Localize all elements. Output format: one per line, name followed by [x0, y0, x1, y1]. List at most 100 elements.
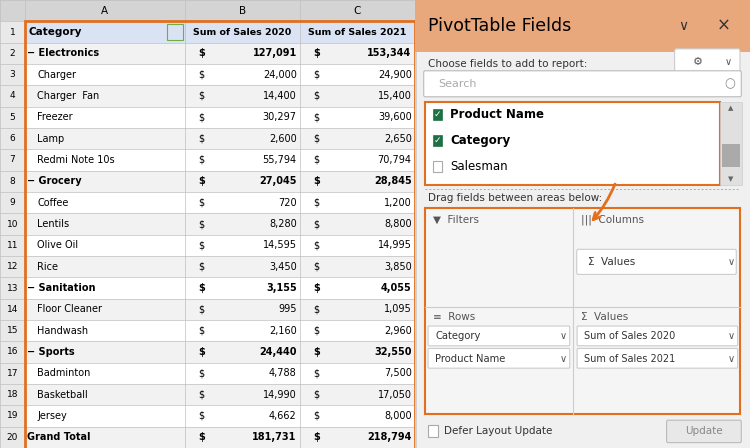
Text: ∨: ∨: [560, 332, 567, 341]
Text: Σ  Values: Σ Values: [588, 257, 635, 267]
Text: 39,600: 39,600: [378, 112, 412, 122]
Text: 55,794: 55,794: [262, 155, 297, 165]
Bar: [184, 64, 300, 85]
FancyBboxPatch shape: [424, 71, 741, 97]
Text: $: $: [314, 134, 320, 144]
Bar: [25, 341, 184, 363]
Text: 2: 2: [10, 49, 15, 58]
Text: 4,662: 4,662: [269, 411, 297, 421]
Text: $: $: [198, 240, 204, 250]
Text: |||  Columns: ||| Columns: [581, 214, 644, 225]
Text: 1: 1: [10, 27, 15, 36]
Text: 24,000: 24,000: [262, 70, 297, 80]
Text: Lentils: Lentils: [38, 219, 70, 229]
Bar: [184, 192, 300, 213]
Bar: [0, 85, 25, 107]
Bar: [25, 107, 184, 128]
Text: $: $: [198, 70, 204, 80]
Text: ×: ×: [716, 17, 730, 35]
Bar: [25, 405, 184, 426]
Bar: [425, 208, 740, 414]
Text: ✓: ✓: [433, 136, 441, 145]
Text: 181,731: 181,731: [252, 432, 297, 442]
Text: 8,280: 8,280: [269, 219, 297, 229]
Bar: [25, 299, 184, 320]
Text: Product Name: Product Name: [435, 354, 506, 364]
Bar: [300, 107, 415, 128]
Bar: [720, 102, 742, 185]
Text: 2,960: 2,960: [384, 326, 412, 336]
Bar: [0, 405, 25, 426]
Text: 20: 20: [7, 433, 18, 442]
Text: $: $: [198, 390, 204, 400]
Text: Jersey: Jersey: [38, 411, 67, 421]
Bar: [722, 144, 740, 167]
Bar: [25, 128, 184, 149]
Text: 11: 11: [7, 241, 18, 250]
Text: − Grocery: − Grocery: [27, 177, 82, 186]
Bar: [25, 149, 184, 171]
Text: $: $: [198, 368, 204, 378]
Bar: [300, 128, 415, 149]
Bar: [433, 134, 442, 146]
Text: 2,600: 2,600: [269, 134, 297, 144]
Text: 18: 18: [7, 390, 18, 399]
Text: Salesman: Salesman: [450, 159, 508, 173]
FancyBboxPatch shape: [667, 420, 741, 443]
Text: Sum of Sales 2020: Sum of Sales 2020: [584, 332, 675, 341]
Bar: [25, 277, 184, 299]
Bar: [25, 320, 184, 341]
Text: Grand Total: Grand Total: [27, 432, 91, 442]
Bar: [300, 192, 415, 213]
Bar: [184, 128, 300, 149]
Text: Sum of Sales 2021: Sum of Sales 2021: [308, 27, 407, 36]
Text: ▼: ▼: [172, 30, 178, 34]
Text: $: $: [198, 219, 204, 229]
Text: Category: Category: [450, 134, 511, 147]
Bar: [415, 0, 750, 52]
Text: ▼  Filters: ▼ Filters: [433, 215, 479, 224]
Text: B: B: [238, 6, 246, 16]
Bar: [0, 235, 25, 256]
Text: 3: 3: [10, 70, 15, 79]
Text: ▼: ▼: [728, 176, 734, 182]
Bar: [184, 0, 300, 22]
Text: 4,055: 4,055: [381, 283, 412, 293]
Text: $: $: [198, 134, 204, 144]
Bar: [184, 405, 300, 426]
Text: Category: Category: [435, 332, 481, 341]
Text: 720: 720: [278, 198, 297, 208]
Bar: [300, 22, 415, 43]
Text: 127,091: 127,091: [253, 48, 297, 58]
Text: Sum of Sales 2021: Sum of Sales 2021: [584, 354, 675, 364]
FancyBboxPatch shape: [577, 349, 737, 368]
Bar: [0, 128, 25, 149]
Bar: [300, 363, 415, 384]
Bar: [428, 425, 438, 437]
Text: $: $: [314, 411, 320, 421]
Bar: [184, 426, 300, 448]
Bar: [25, 0, 184, 22]
Text: $: $: [314, 240, 320, 250]
Text: 14,400: 14,400: [263, 91, 297, 101]
Text: 19: 19: [7, 412, 18, 421]
Bar: [300, 0, 415, 22]
Bar: [25, 363, 184, 384]
Text: $: $: [314, 432, 320, 442]
FancyArrowPatch shape: [593, 184, 615, 220]
Bar: [25, 64, 184, 85]
Bar: [433, 160, 442, 172]
Bar: [184, 85, 300, 107]
Bar: [184, 384, 300, 405]
Bar: [184, 149, 300, 171]
Text: $: $: [314, 347, 320, 357]
Text: $: $: [314, 304, 320, 314]
Text: 15: 15: [7, 326, 18, 335]
Text: − Sports: − Sports: [27, 347, 74, 357]
Text: 14: 14: [7, 305, 18, 314]
Text: $: $: [198, 48, 205, 58]
Text: $: $: [314, 219, 320, 229]
Bar: [0, 256, 25, 277]
Text: Category: Category: [28, 27, 82, 37]
Text: ∨: ∨: [728, 354, 735, 364]
